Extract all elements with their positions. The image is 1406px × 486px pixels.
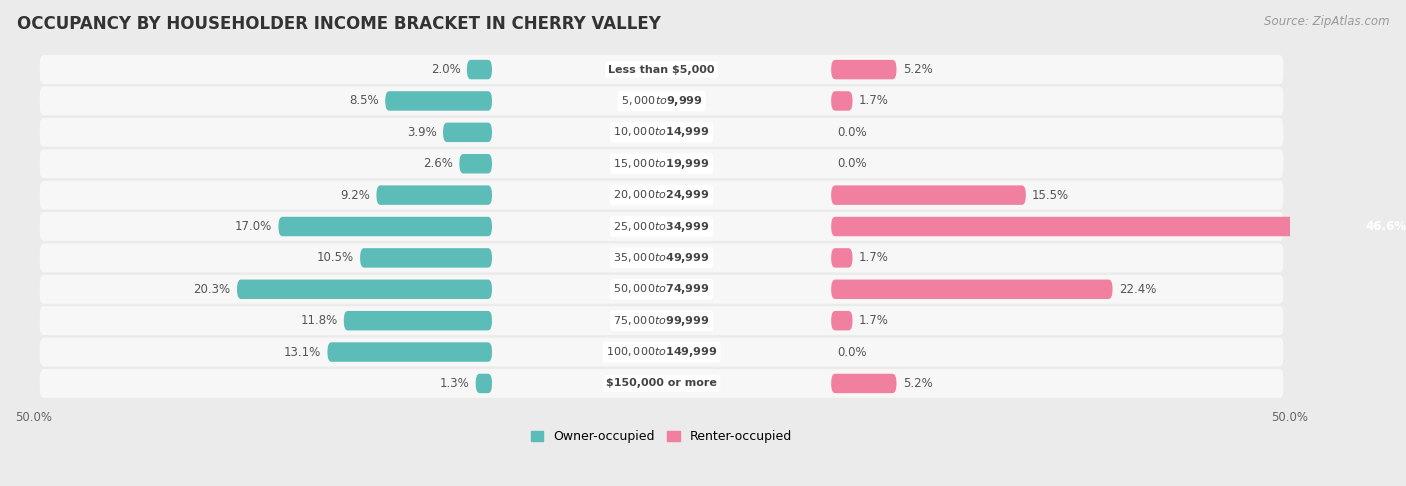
Text: 11.8%: 11.8% <box>301 314 337 327</box>
FancyBboxPatch shape <box>39 87 1284 115</box>
Text: 5.2%: 5.2% <box>903 63 932 76</box>
Text: $75,000 to $99,999: $75,000 to $99,999 <box>613 313 710 328</box>
Text: $50,000 to $74,999: $50,000 to $74,999 <box>613 282 710 296</box>
FancyBboxPatch shape <box>39 306 1284 335</box>
Text: 8.5%: 8.5% <box>349 94 380 107</box>
FancyBboxPatch shape <box>39 275 1284 304</box>
FancyBboxPatch shape <box>39 212 1284 241</box>
FancyBboxPatch shape <box>39 181 1284 209</box>
Text: 46.6%: 46.6% <box>1365 220 1406 233</box>
Text: 13.1%: 13.1% <box>284 346 321 359</box>
Legend: Owner-occupied, Renter-occupied: Owner-occupied, Renter-occupied <box>526 425 797 449</box>
Text: $35,000 to $49,999: $35,000 to $49,999 <box>613 251 710 265</box>
Text: 3.9%: 3.9% <box>406 126 437 139</box>
Text: Source: ZipAtlas.com: Source: ZipAtlas.com <box>1264 15 1389 28</box>
Text: 2.0%: 2.0% <box>430 63 461 76</box>
Text: $20,000 to $24,999: $20,000 to $24,999 <box>613 188 710 202</box>
FancyBboxPatch shape <box>385 91 492 111</box>
Text: 20.3%: 20.3% <box>194 283 231 296</box>
FancyBboxPatch shape <box>475 374 492 393</box>
FancyBboxPatch shape <box>238 279 492 299</box>
FancyBboxPatch shape <box>831 311 852 330</box>
Text: 2.6%: 2.6% <box>423 157 453 170</box>
Text: 1.7%: 1.7% <box>859 251 889 264</box>
Text: 1.7%: 1.7% <box>859 94 889 107</box>
Text: 0.0%: 0.0% <box>838 346 868 359</box>
FancyBboxPatch shape <box>39 338 1284 366</box>
Text: $150,000 or more: $150,000 or more <box>606 379 717 388</box>
Text: Less than $5,000: Less than $5,000 <box>609 65 714 74</box>
FancyBboxPatch shape <box>39 118 1284 147</box>
FancyBboxPatch shape <box>831 374 897 393</box>
Text: 22.4%: 22.4% <box>1119 283 1156 296</box>
FancyBboxPatch shape <box>278 217 492 236</box>
Text: $10,000 to $14,999: $10,000 to $14,999 <box>613 125 710 139</box>
FancyBboxPatch shape <box>39 369 1284 398</box>
Text: $15,000 to $19,999: $15,000 to $19,999 <box>613 157 710 171</box>
FancyBboxPatch shape <box>360 248 492 268</box>
FancyBboxPatch shape <box>831 217 1406 236</box>
Text: OCCUPANCY BY HOUSEHOLDER INCOME BRACKET IN CHERRY VALLEY: OCCUPANCY BY HOUSEHOLDER INCOME BRACKET … <box>17 15 661 33</box>
FancyBboxPatch shape <box>328 342 492 362</box>
FancyBboxPatch shape <box>831 60 897 79</box>
Text: $25,000 to $34,999: $25,000 to $34,999 <box>613 220 710 233</box>
FancyBboxPatch shape <box>831 248 852 268</box>
FancyBboxPatch shape <box>467 60 492 79</box>
FancyBboxPatch shape <box>39 149 1284 178</box>
FancyBboxPatch shape <box>344 311 492 330</box>
FancyBboxPatch shape <box>460 154 492 174</box>
FancyBboxPatch shape <box>39 243 1284 272</box>
Text: 0.0%: 0.0% <box>838 157 868 170</box>
Text: 15.5%: 15.5% <box>1032 189 1070 202</box>
Text: 9.2%: 9.2% <box>340 189 370 202</box>
Text: $100,000 to $149,999: $100,000 to $149,999 <box>606 345 717 359</box>
Text: 1.7%: 1.7% <box>859 314 889 327</box>
FancyBboxPatch shape <box>831 279 1112 299</box>
FancyBboxPatch shape <box>831 91 852 111</box>
Text: 1.3%: 1.3% <box>440 377 470 390</box>
Text: $5,000 to $9,999: $5,000 to $9,999 <box>620 94 703 108</box>
FancyBboxPatch shape <box>39 55 1284 84</box>
Text: 17.0%: 17.0% <box>235 220 273 233</box>
Text: 10.5%: 10.5% <box>316 251 354 264</box>
Text: 0.0%: 0.0% <box>838 126 868 139</box>
FancyBboxPatch shape <box>377 185 492 205</box>
Text: 5.2%: 5.2% <box>903 377 932 390</box>
FancyBboxPatch shape <box>443 122 492 142</box>
FancyBboxPatch shape <box>831 185 1026 205</box>
